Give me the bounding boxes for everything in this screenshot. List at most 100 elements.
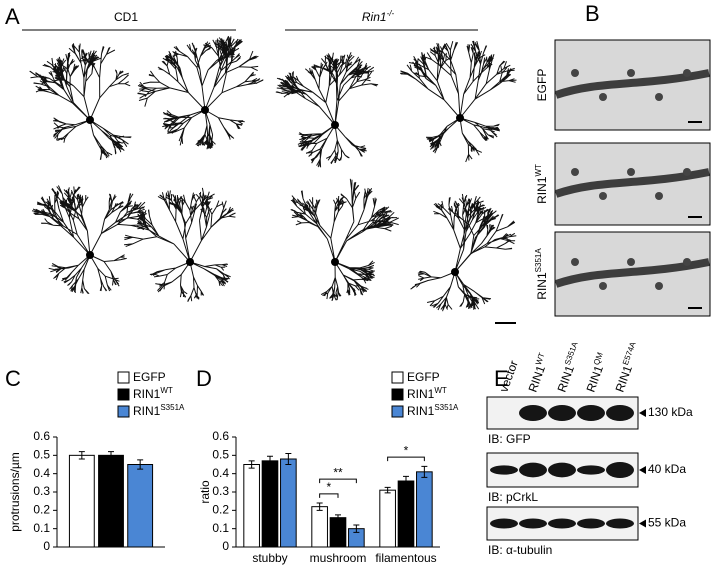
soma <box>201 106 209 114</box>
bar <box>127 464 154 548</box>
panel-label: C <box>5 366 21 391</box>
spine <box>655 192 663 200</box>
error-bar-line <box>403 475 409 487</box>
error-bar <box>108 451 114 460</box>
error-bar <box>421 465 428 478</box>
spine <box>683 69 691 77</box>
spine <box>599 282 607 290</box>
blot-band <box>519 518 547 529</box>
antibody-label: IB: pCrkL <box>488 490 538 504</box>
lane-label-base: RIN1 <box>555 363 578 394</box>
group-label-base: CD1 <box>114 10 138 24</box>
legend-swatch <box>117 371 130 384</box>
x-tick-label: filamentous <box>375 551 436 565</box>
spine <box>627 258 635 266</box>
error-bar <box>316 502 323 511</box>
row-label-base: RIN1 <box>535 272 549 300</box>
significance-bracket <box>319 493 339 498</box>
y-tick-label: 0.3 <box>212 484 229 498</box>
group-label-base: Rin1 <box>362 10 387 24</box>
lane-label: RIN1E574A <box>611 340 643 394</box>
error-bar-line <box>108 451 114 460</box>
row-label-base: EGFP <box>535 69 549 102</box>
legend-label: EGFP <box>133 370 166 384</box>
error-bar-line <box>267 455 273 466</box>
blot-band <box>519 462 547 478</box>
soma <box>186 258 194 266</box>
soma <box>451 268 459 276</box>
antibody-label: IB: α-tubulin <box>488 543 552 557</box>
row-label: RIN1S351A <box>534 248 550 300</box>
significance-label: * <box>326 480 331 494</box>
legend-label-base: RIN1 <box>407 404 435 418</box>
spine <box>599 93 607 101</box>
soma <box>331 121 339 129</box>
y-tick-label: 0.6 <box>212 429 229 443</box>
bar <box>261 460 279 548</box>
blot-band <box>606 405 634 421</box>
spine <box>627 168 635 176</box>
bar <box>68 454 95 548</box>
group-label: CD1 <box>114 10 138 24</box>
spine <box>683 168 691 176</box>
legend-swatch <box>117 405 130 418</box>
soma <box>331 258 339 266</box>
y-tick-label: 0.5 <box>212 448 229 462</box>
blot-band <box>548 405 576 421</box>
spine <box>655 282 663 290</box>
error-bar <box>353 524 360 533</box>
legend-label: RIN1S351A <box>407 403 459 419</box>
x-tick-label: mushroom <box>310 551 367 565</box>
error-bar-line <box>421 465 428 478</box>
blot-band <box>577 465 605 475</box>
legend-label-sup: WT <box>434 386 447 395</box>
dendrite <box>554 168 710 198</box>
size-arrow <box>639 409 646 417</box>
y-tick-label: 0.3 <box>33 484 50 498</box>
spine <box>683 258 691 266</box>
spine <box>571 168 579 176</box>
dendrite <box>554 258 710 288</box>
panel-label: B <box>585 1 600 26</box>
legend-label-sup: S351A <box>160 403 185 412</box>
row-label: EGFP <box>535 69 549 102</box>
neuron <box>124 187 236 303</box>
blot-band <box>577 405 605 421</box>
size-label: 55 kDa <box>648 516 686 530</box>
neuron <box>400 40 517 163</box>
size-label: 40 kDa <box>648 462 686 476</box>
lane-label-sup: E574A <box>621 340 638 366</box>
error-bar <box>403 475 409 487</box>
y-tick-label: 0.4 <box>212 466 229 480</box>
neuron <box>290 178 400 302</box>
row-label-base: RIN1 <box>535 176 549 204</box>
soma <box>86 116 94 124</box>
y-tick-label: 0.5 <box>33 448 50 462</box>
lane-label-sup: QM <box>592 351 605 367</box>
neuron <box>275 52 379 168</box>
blot-band <box>548 462 576 478</box>
row-label: RIN1WT <box>534 164 550 204</box>
lane-label-sup: S351A <box>563 340 580 366</box>
size-arrow <box>639 466 646 474</box>
neuron <box>29 43 132 160</box>
group-label-sup: -/- <box>387 9 395 18</box>
dendrite <box>554 69 710 99</box>
error-bar-line <box>353 524 360 533</box>
group-label: Rin1-/- <box>362 9 395 25</box>
lane-label: RIN1QM <box>582 351 610 394</box>
x-tick-label: stubby <box>252 551 287 565</box>
error-bar-line <box>78 451 85 460</box>
bar <box>280 458 297 548</box>
error-bar <box>248 460 255 469</box>
blot-band <box>490 465 518 475</box>
bar <box>379 489 396 548</box>
legend-label-base: RIN1 <box>133 387 161 401</box>
y-tick-label: 0 <box>43 539 50 553</box>
size-arrow <box>639 519 646 528</box>
blot-band <box>606 462 634 478</box>
legend-label: RIN1S351A <box>133 403 185 419</box>
y-tick-label: 0.6 <box>33 429 50 443</box>
error-bar <box>137 459 144 470</box>
legend-swatch <box>391 405 404 418</box>
